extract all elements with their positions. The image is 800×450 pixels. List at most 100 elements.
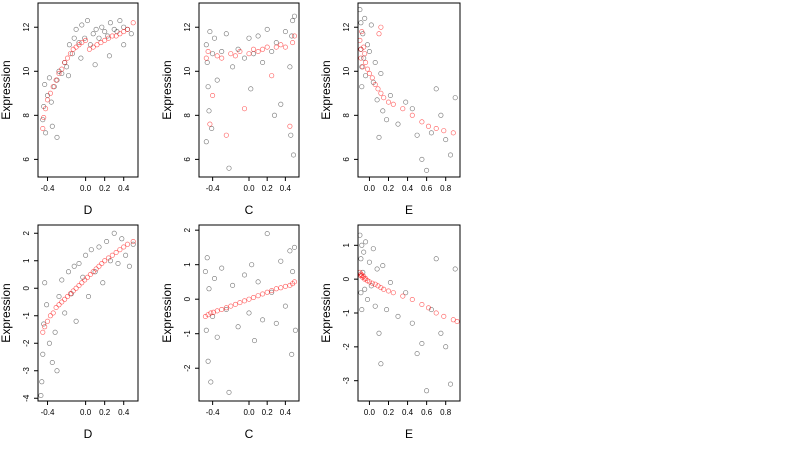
plot-frame: [357, 2, 461, 178]
panel-4: -0.4 0.0 0.2 0.4 -4 -3 -2 -1 0 1 2 D Expression: [0, 224, 139, 441]
y-axis-label: Expression: [319, 283, 333, 342]
x-tick-label: 0.6: [421, 408, 433, 417]
data-point-black: [82, 35, 88, 41]
y-tick-label: -4: [22, 394, 31, 402]
data-point-black: [106, 53, 112, 59]
y-axis-label: Expression: [319, 60, 333, 119]
data-point-red: [62, 59, 68, 65]
data-point-red: [53, 77, 59, 83]
data-point-red: [117, 247, 123, 253]
data-point-black: [278, 101, 284, 107]
data-point-red: [287, 282, 293, 288]
data-point-black: [288, 132, 294, 138]
data-point-red: [130, 239, 136, 245]
data-point-red: [102, 258, 108, 264]
data-point-red: [264, 289, 270, 295]
y-tick-label: 2: [183, 227, 192, 232]
data-point-red: [90, 44, 96, 50]
data-point-black: [99, 24, 105, 30]
y-tick-label: -1: [183, 330, 192, 338]
data-point-black: [43, 130, 49, 136]
data-point-red: [291, 279, 297, 285]
data-point-red: [358, 46, 364, 52]
data-point-red: [260, 46, 266, 52]
data-point-red: [255, 293, 261, 299]
data-point-black: [59, 277, 65, 283]
data-point-black: [438, 112, 444, 118]
data-point-black: [361, 249, 367, 255]
data-point-black: [230, 282, 236, 288]
data-point-red: [228, 51, 234, 57]
data-point-red: [86, 46, 92, 52]
data-point-red: [40, 329, 46, 335]
data-point-black: [54, 368, 60, 374]
data-point-black: [291, 13, 297, 19]
data-point-black: [93, 26, 99, 32]
data-point-black: [42, 280, 48, 286]
data-point-black: [380, 263, 386, 269]
data-point-black: [287, 64, 293, 70]
y-tick-label: 10: [22, 66, 31, 75]
data-point-black: [79, 22, 85, 28]
data-point-black: [443, 344, 449, 350]
data-point-black: [92, 269, 98, 275]
y-tick-label: -3: [342, 377, 351, 385]
data-point-black: [362, 286, 368, 292]
data-point-red: [390, 290, 396, 296]
data-point-red: [87, 271, 93, 277]
data-point-black: [64, 64, 70, 70]
data-point-red: [207, 121, 213, 127]
data-point-red: [246, 51, 252, 57]
data-point-black: [219, 265, 225, 271]
y-tick-label: 10: [183, 66, 192, 75]
data-point-black: [264, 231, 270, 237]
data-point-red: [441, 128, 447, 134]
data-point-black: [51, 84, 57, 90]
data-point-black: [219, 48, 225, 54]
data-point-red: [90, 269, 96, 275]
data-point-red: [260, 291, 266, 297]
data-point-red: [208, 310, 214, 316]
data-point-black: [226, 165, 232, 171]
data-point-black: [44, 93, 50, 99]
data-point-black: [88, 247, 94, 253]
x-axis-label: C: [245, 427, 254, 441]
data-point-red: [278, 285, 284, 291]
data-point-red: [232, 301, 238, 307]
data-point-red: [372, 82, 378, 88]
data-point-red: [433, 126, 439, 132]
data-point-red: [125, 26, 131, 32]
data-point-black: [363, 239, 369, 245]
data-point-black: [49, 359, 55, 365]
x-tick-label: 0.4: [118, 184, 130, 193]
data-point-black: [447, 381, 453, 387]
data-point-red: [40, 126, 46, 132]
y-tick-label: 1: [22, 258, 31, 263]
data-point-black: [414, 132, 420, 138]
data-point-red: [59, 299, 65, 305]
data-point-red: [246, 296, 252, 302]
data-point-red: [117, 31, 123, 37]
data-point-black: [66, 269, 72, 275]
data-point-black: [358, 256, 364, 262]
data-point-black: [206, 108, 212, 114]
data-point-red: [73, 44, 79, 50]
data-point-black: [56, 293, 62, 299]
data-point-black: [282, 303, 288, 309]
data-point-red: [96, 263, 102, 269]
data-point-black: [362, 15, 368, 21]
data-point-black: [424, 167, 430, 173]
data-point-black: [246, 310, 252, 316]
data-point-black: [378, 71, 384, 77]
data-point-black: [78, 55, 84, 61]
y-tick-label: 12: [183, 22, 192, 31]
data-point-black: [291, 244, 297, 250]
x-tick-label: 0.2: [383, 184, 395, 193]
data-point-black: [384, 117, 390, 123]
data-point-red: [282, 44, 288, 50]
x-tick-label: -0.4: [41, 184, 55, 193]
data-point-black: [100, 280, 106, 286]
data-point-black: [121, 42, 127, 48]
data-point-black: [206, 286, 212, 292]
data-point-red: [56, 302, 62, 308]
